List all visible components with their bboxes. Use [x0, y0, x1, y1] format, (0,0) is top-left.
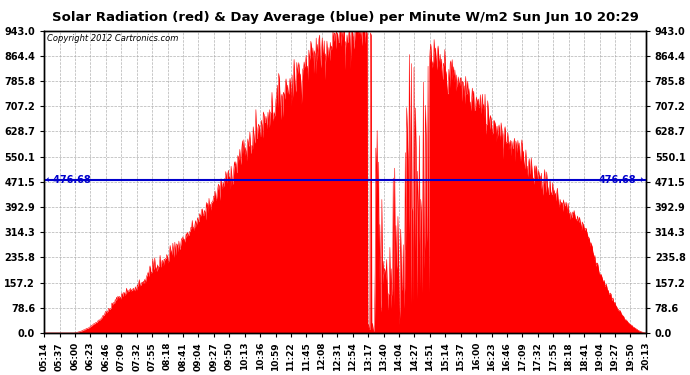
Text: 476.68→: 476.68→ — [599, 175, 644, 185]
Text: Copyright 2012 Cartronics.com: Copyright 2012 Cartronics.com — [47, 34, 179, 43]
Text: Solar Radiation (red) & Day Average (blue) per Minute W/m2 Sun Jun 10 20:29: Solar Radiation (red) & Day Average (blu… — [52, 11, 638, 24]
Text: ←476.68: ←476.68 — [46, 175, 91, 185]
